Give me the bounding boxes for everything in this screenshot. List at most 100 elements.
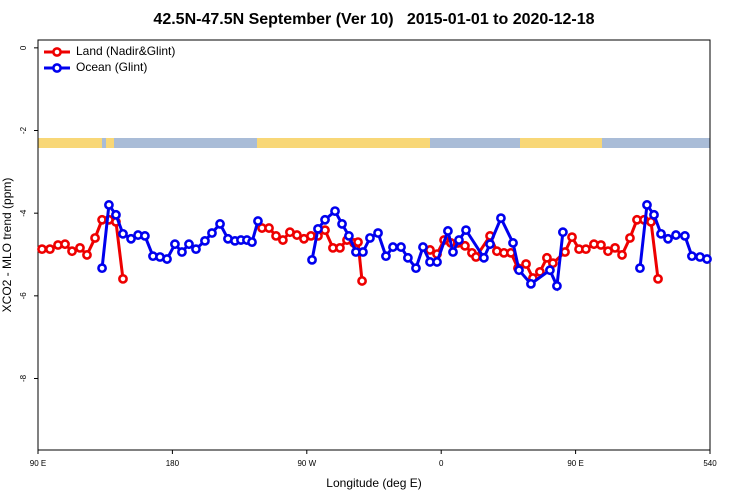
legend-label: Land (Nadir&Glint)	[76, 44, 175, 58]
data-point	[200, 235, 210, 246]
data-point	[625, 233, 635, 243]
data-point	[67, 246, 77, 257]
y-tick-label: -2	[19, 126, 28, 134]
x-tick-label: 180	[166, 459, 180, 468]
data-point	[118, 273, 128, 284]
data-point	[253, 216, 263, 226]
data-point	[649, 209, 659, 220]
legend-swatch-marker	[52, 63, 62, 73]
data-point	[460, 240, 470, 251]
data-point	[344, 231, 354, 241]
data-point	[337, 219, 347, 229]
data-point	[671, 230, 681, 240]
x-tick-label: 540	[703, 459, 717, 468]
data-point	[292, 230, 302, 240]
data-point	[358, 247, 368, 257]
data-point	[278, 235, 288, 245]
chart-title: 42.5N-47.5N September (Ver 10) 2015-01-0…	[153, 11, 594, 28]
x-tick-label: 0	[439, 459, 444, 468]
x-axis-label: Longitude (deg E)	[326, 476, 421, 490]
data-point	[663, 233, 673, 244]
data-point	[104, 200, 114, 210]
y-tick-label: -6	[19, 292, 28, 300]
data-point	[418, 242, 428, 252]
data-point	[581, 244, 591, 255]
data-point	[471, 252, 481, 262]
data-point	[126, 233, 136, 244]
y-tick-label: -4	[19, 209, 28, 217]
data-point	[97, 263, 107, 274]
data-point	[60, 239, 70, 250]
data-point	[596, 240, 606, 250]
data-point	[521, 259, 531, 269]
y-tick-label: 0	[19, 45, 28, 50]
data-point	[485, 239, 495, 250]
data-point	[617, 250, 627, 260]
data-point	[448, 247, 458, 257]
data-point	[402, 252, 413, 263]
data-point	[140, 231, 150, 241]
data-point	[702, 254, 712, 264]
data-point	[162, 254, 172, 264]
data-point	[388, 242, 398, 252]
data-point	[396, 242, 406, 252]
x-tick-label: 90 E	[567, 459, 583, 468]
data-point	[508, 238, 518, 248]
data-point	[330, 206, 340, 217]
data-point	[82, 250, 92, 260]
data-point	[247, 237, 257, 248]
data-point	[184, 239, 194, 250]
legend-swatch-marker	[52, 47, 62, 57]
data-point	[545, 265, 555, 276]
y-tick-label: -8	[19, 374, 28, 382]
data-point	[118, 228, 128, 239]
data-point	[335, 242, 345, 253]
data-point	[653, 273, 663, 284]
data-point	[610, 242, 620, 253]
data-point	[656, 228, 666, 239]
data-point	[177, 247, 187, 257]
data-point	[111, 209, 121, 220]
plot-frame	[37, 39, 711, 451]
series-line	[310, 208, 565, 292]
data-point	[353, 237, 363, 248]
data-point	[479, 252, 489, 263]
data-point	[307, 254, 317, 265]
data-point	[411, 263, 421, 274]
data-point	[526, 278, 536, 289]
data-point	[90, 233, 100, 243]
data-point	[271, 231, 281, 241]
data-point	[381, 251, 391, 262]
data-point	[207, 228, 217, 238]
data-point	[191, 244, 201, 255]
data-point	[320, 214, 330, 225]
x-tick-label: 90 E	[30, 459, 46, 468]
data-point	[170, 239, 180, 250]
data-point	[635, 263, 645, 274]
data-point	[443, 226, 453, 236]
data-point	[542, 252, 552, 263]
data-point	[365, 233, 375, 243]
legend-label: Ocean (Glint)	[76, 60, 147, 74]
data-point	[454, 235, 464, 245]
data-point	[264, 223, 274, 233]
data-point	[642, 200, 652, 210]
data-point	[567, 232, 577, 243]
data-point	[461, 225, 471, 236]
data-point	[514, 265, 524, 276]
data-point	[313, 223, 323, 234]
data-point	[680, 231, 690, 241]
x-tick-label: 90 W	[297, 459, 316, 468]
data-point	[535, 266, 545, 277]
y-axis-label: XCO2 - MLO trend (ppm)	[0, 178, 14, 313]
data-point	[45, 244, 55, 255]
data-point	[75, 242, 85, 253]
data-point	[552, 281, 562, 291]
data-point	[432, 257, 442, 267]
land-ocean-strip	[38, 138, 710, 148]
data-point	[37, 244, 47, 255]
data-point	[558, 227, 568, 238]
data-point	[215, 219, 225, 229]
data-point	[687, 251, 697, 262]
